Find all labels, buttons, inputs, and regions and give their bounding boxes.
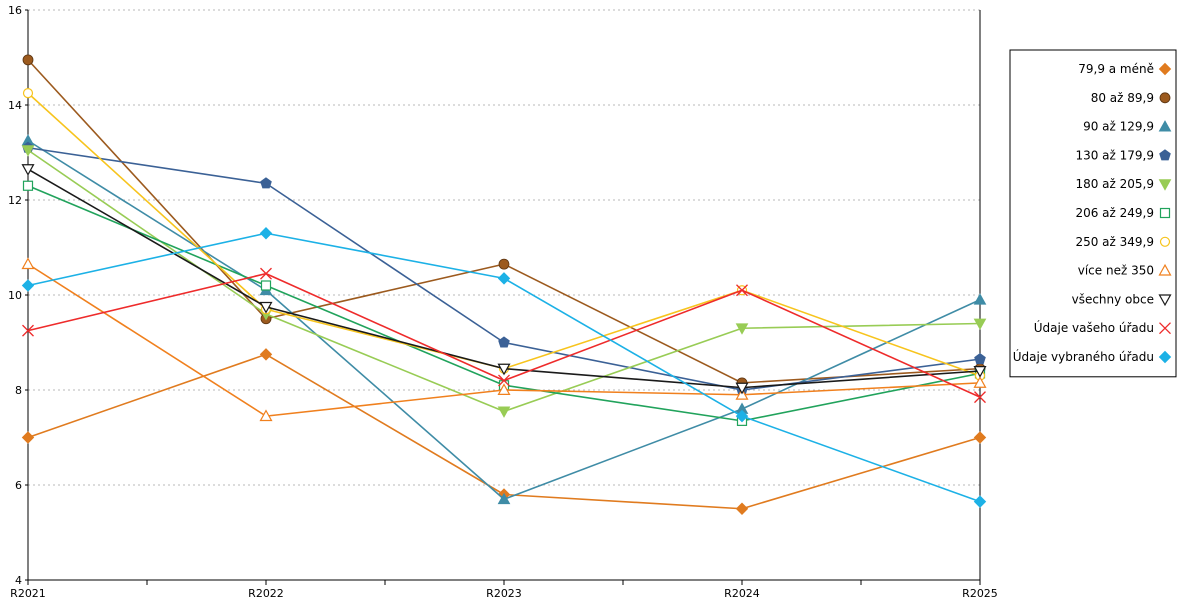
data-point xyxy=(973,431,987,444)
series-9 xyxy=(22,267,986,404)
y-tick-label: 8 xyxy=(15,384,22,397)
data-point xyxy=(497,492,511,505)
data-point xyxy=(22,88,34,99)
y-tick-label: 6 xyxy=(15,479,22,492)
data-point xyxy=(22,180,34,191)
legend-item: 206 až 249,9 xyxy=(1075,206,1171,220)
data-point xyxy=(736,284,748,297)
data-point xyxy=(22,324,34,337)
legend-label: více než 350 xyxy=(1078,264,1154,278)
legend-label: 180 až 205,9 xyxy=(1075,177,1154,191)
data-point xyxy=(498,374,510,387)
legend-item: 79,9 a méně xyxy=(1078,62,1172,76)
y-tick-label: 10 xyxy=(8,289,22,302)
legend-marker xyxy=(1158,294,1172,307)
data-point xyxy=(259,301,273,314)
legend-marker xyxy=(1158,263,1172,276)
legend-item: 80 až 89,9 xyxy=(1091,91,1171,105)
data-point xyxy=(260,177,272,189)
legend-label: 250 až 349,9 xyxy=(1075,235,1154,249)
series-line xyxy=(27,139,981,501)
legend-marker xyxy=(1159,149,1171,161)
legend-item: 180 až 205,9 xyxy=(1075,177,1172,191)
data-point xyxy=(497,363,511,376)
legend: 79,9 a méně 80 až 89,9 90 až 129,9 130 až 1… xyxy=(1009,49,1177,378)
data-point xyxy=(21,164,35,176)
axes: 4 6 8 10 12 14 16 R2021 R2022 R2023 R2024 R2025 xyxy=(8,4,998,600)
series-line xyxy=(27,59,981,384)
data-point xyxy=(21,257,35,270)
x-tick-label: R2025 xyxy=(962,587,998,600)
legend-marker xyxy=(1158,179,1172,191)
legend-marker xyxy=(1159,207,1171,219)
data-point xyxy=(735,409,749,423)
legend-marker xyxy=(1158,120,1172,132)
legend-item: Údaje vybraného úřadu xyxy=(1013,349,1172,364)
legend-item: 250 až 349,9 xyxy=(1075,235,1171,249)
x-tick-label: R2024 xyxy=(724,587,760,600)
data-point xyxy=(497,272,511,285)
data-point xyxy=(21,145,35,157)
data-point xyxy=(974,391,986,404)
legend-item: všechny obce xyxy=(1072,292,1172,307)
legend-item: 90 až 129,9 xyxy=(1083,120,1172,134)
data-point xyxy=(973,376,987,388)
data-point xyxy=(21,431,35,444)
x-tick-label: R2023 xyxy=(486,587,522,600)
y-tick-label: 12 xyxy=(8,194,22,207)
legend-label: 80 až 89,9 xyxy=(1091,91,1154,105)
y-tick-label: 14 xyxy=(8,99,22,112)
y-tick-label: 4 xyxy=(15,574,22,587)
legend-marker xyxy=(1158,350,1172,364)
data-point xyxy=(260,280,272,291)
legend-label: 130 až 179,9 xyxy=(1075,148,1154,162)
data-point xyxy=(497,406,511,418)
legend-label: Údaje vybraného úřadu xyxy=(1013,349,1154,364)
series-2 xyxy=(21,134,987,505)
data-point xyxy=(973,293,987,305)
legend-marker xyxy=(1158,62,1172,76)
legend-item: Údaje vašeho úřadu xyxy=(1034,320,1171,335)
data-point xyxy=(259,348,273,361)
legend-label: 90 až 129,9 xyxy=(1083,120,1154,134)
series-line xyxy=(27,272,981,398)
data-point xyxy=(735,502,749,515)
y-tick-label: 16 xyxy=(8,4,22,17)
data-point xyxy=(973,366,987,378)
data-point xyxy=(497,383,511,395)
x-tick-label: R2021 xyxy=(10,587,46,600)
data-point xyxy=(974,353,986,365)
legend-marker xyxy=(1159,92,1171,104)
data-point xyxy=(22,54,34,66)
legend-label: 206 až 249,9 xyxy=(1075,206,1154,220)
legend-marker xyxy=(1159,236,1171,247)
data-point xyxy=(735,323,749,335)
series-10 xyxy=(21,227,987,508)
series-7 xyxy=(21,257,987,422)
series-8 xyxy=(21,164,987,395)
x-tick-label: R2022 xyxy=(248,587,284,600)
data-point xyxy=(260,267,272,280)
series-group xyxy=(21,54,987,515)
data-point xyxy=(973,495,987,508)
legend-item: 130 až 179,9 xyxy=(1075,148,1171,162)
legend-label: 79,9 a méně xyxy=(1078,62,1154,76)
legend-item: více než 350 xyxy=(1078,263,1172,278)
legend-box xyxy=(1009,49,1177,378)
data-point xyxy=(259,409,273,422)
data-point xyxy=(735,382,749,395)
data-point xyxy=(498,258,510,270)
data-point xyxy=(498,336,510,348)
data-point xyxy=(259,227,273,240)
legend-label: všechny obce xyxy=(1072,292,1154,306)
legend-marker xyxy=(1159,322,1171,335)
legend-label: Údaje vašeho úřadu xyxy=(1034,320,1154,335)
data-point xyxy=(973,318,987,331)
data-point xyxy=(21,279,35,292)
